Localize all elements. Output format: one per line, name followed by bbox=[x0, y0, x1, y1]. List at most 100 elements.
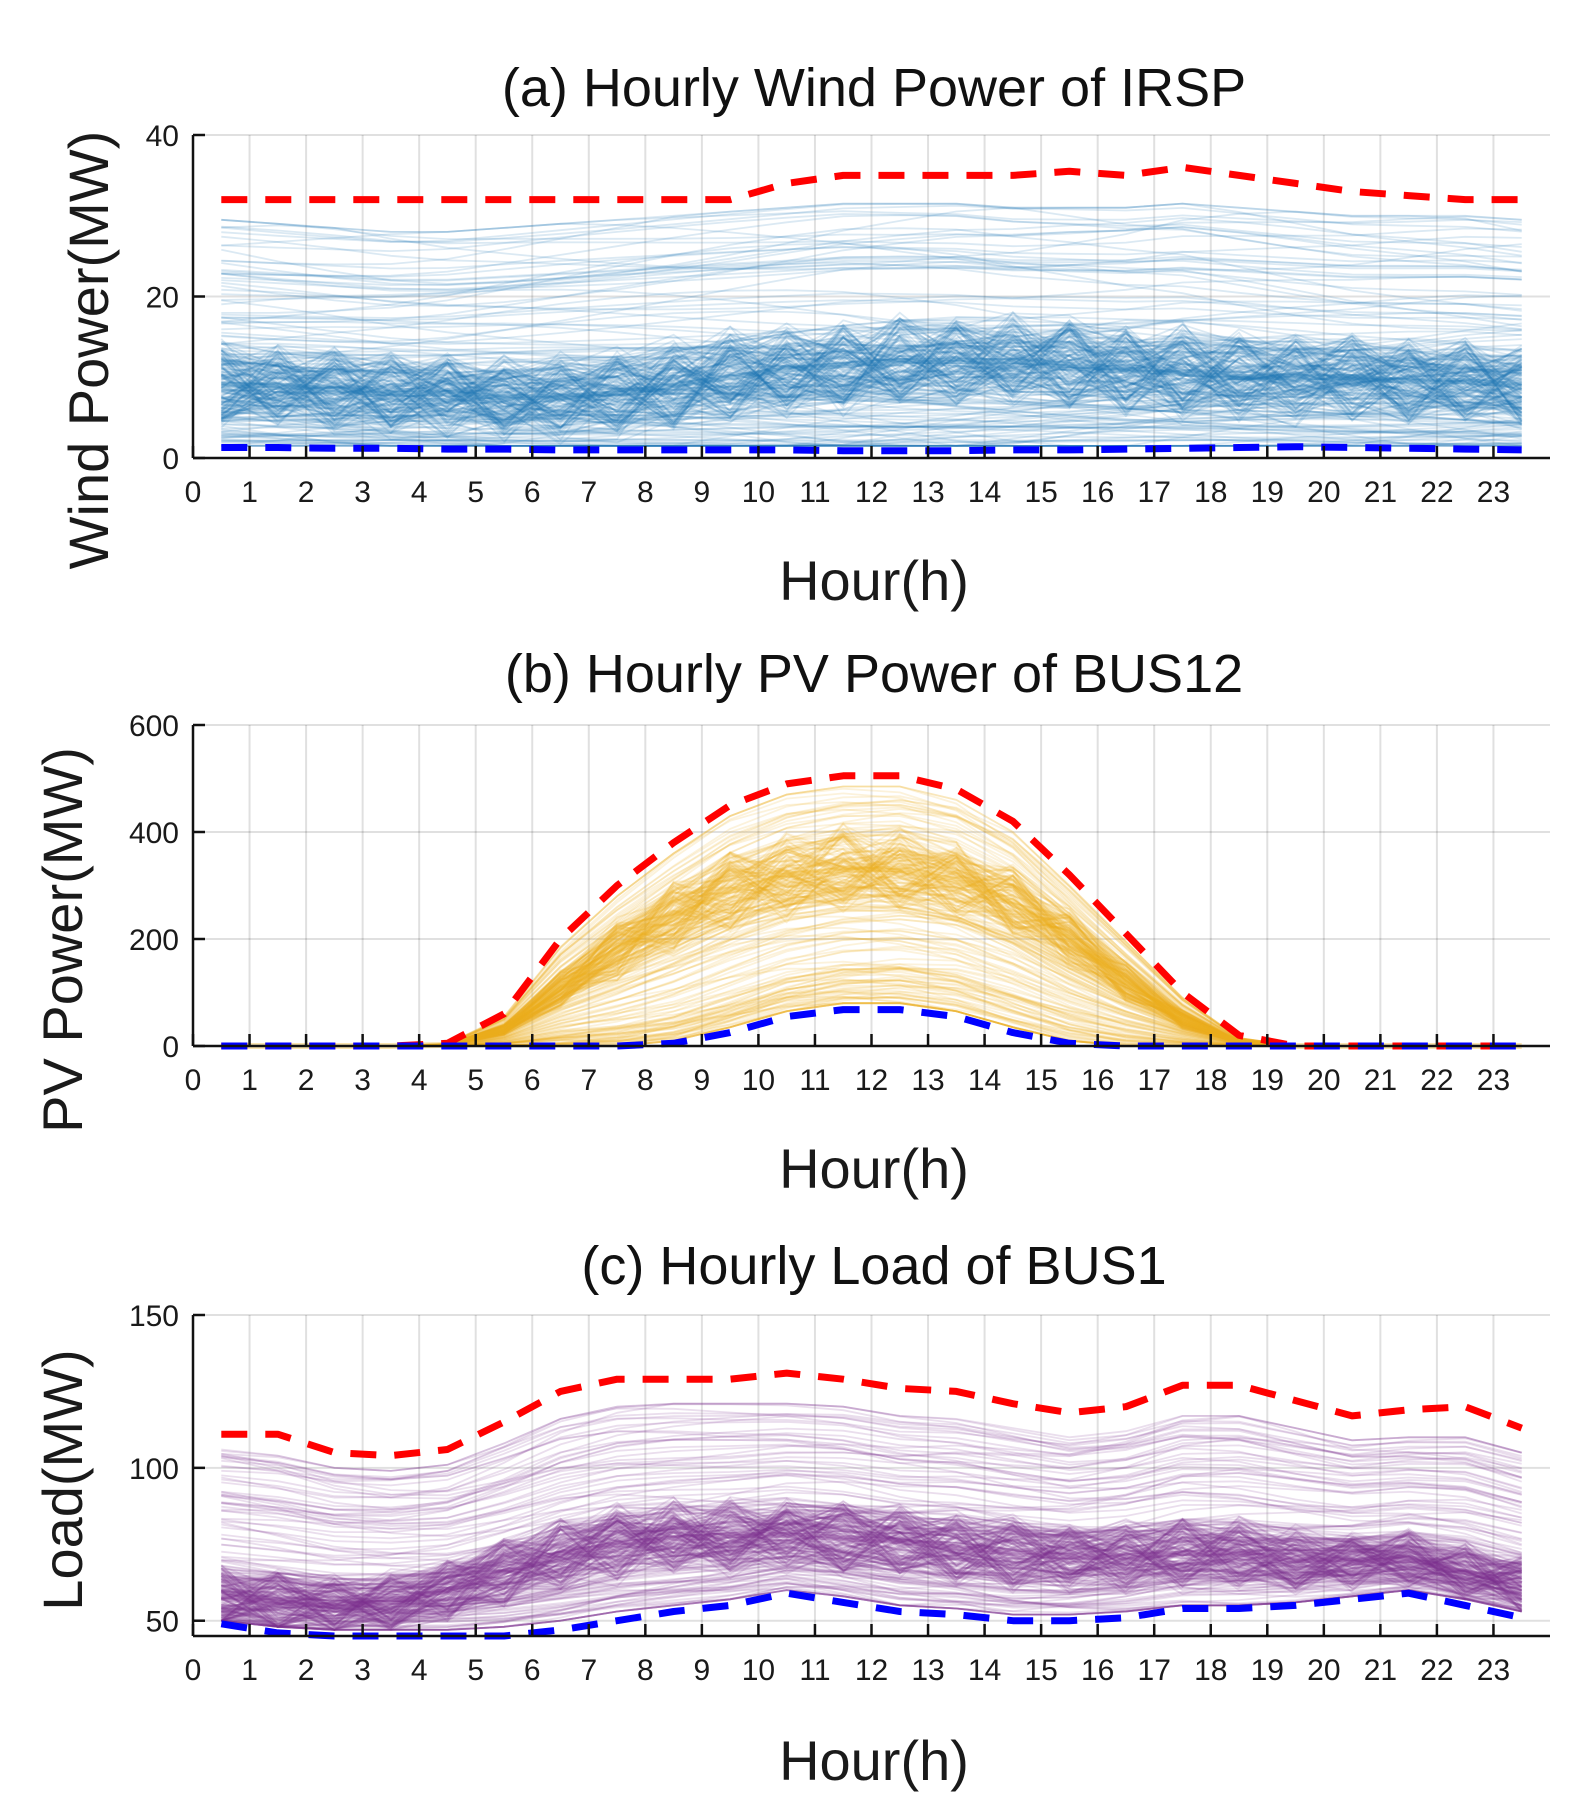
scenario-line bbox=[221, 1539, 1522, 1588]
scenario-line bbox=[221, 1562, 1522, 1622]
scenario-line bbox=[221, 1511, 1522, 1581]
scenario-line bbox=[220, 1517, 1522, 1621]
scenario-line bbox=[221, 1493, 1522, 1555]
scenario-line bbox=[221, 1512, 1523, 1628]
scenario-line bbox=[221, 334, 1522, 434]
scenario-line bbox=[221, 404, 1522, 423]
scenario-line bbox=[220, 1520, 1523, 1622]
x-tick-label: 9 bbox=[694, 1064, 711, 1097]
scenario-line bbox=[221, 323, 1522, 424]
x-tick-label: 21 bbox=[1364, 1654, 1397, 1687]
scenario-line bbox=[221, 1438, 1522, 1519]
scenario-line bbox=[220, 1514, 1523, 1626]
x-tick-label: 20 bbox=[1307, 476, 1340, 509]
scenario-line bbox=[221, 217, 1522, 287]
x-tick-label: 17 bbox=[1138, 1654, 1171, 1687]
x-tick-label: 18 bbox=[1194, 1654, 1227, 1687]
scenario-line bbox=[221, 395, 1522, 447]
scenario-line bbox=[221, 1505, 1522, 1624]
scenario-line bbox=[221, 263, 1522, 287]
scenario-line bbox=[220, 1512, 1522, 1628]
x-tick-label: 16 bbox=[1081, 476, 1114, 509]
x-tick-label: 11 bbox=[799, 1654, 830, 1687]
scenario-line bbox=[220, 336, 1523, 422]
scenario-line bbox=[221, 225, 1522, 307]
scenario-line bbox=[220, 325, 1523, 418]
scenario-line bbox=[220, 1510, 1522, 1628]
scenario-line bbox=[221, 327, 1523, 430]
scenario-line bbox=[221, 1414, 1522, 1500]
scenario-line bbox=[221, 1472, 1522, 1533]
scenario-line bbox=[221, 1517, 1522, 1612]
scenario-line bbox=[221, 346, 1522, 381]
scenario-line bbox=[221, 441, 1522, 447]
x-tick-label: 6 bbox=[524, 1654, 541, 1687]
scenario-line bbox=[221, 334, 1523, 428]
x-tick-label: 20 bbox=[1307, 1654, 1340, 1687]
scenario-line bbox=[221, 1496, 1522, 1600]
scenario-line bbox=[221, 335, 1522, 429]
scenario-line bbox=[221, 1569, 1522, 1631]
scenario-line bbox=[221, 346, 1522, 407]
scenario-line bbox=[221, 391, 1522, 434]
scenario-line bbox=[221, 364, 1522, 374]
x-tick-label: 1 bbox=[241, 476, 258, 509]
x-tick-label: 9 bbox=[694, 476, 711, 509]
scenario-line bbox=[220, 338, 1523, 423]
scenario-line bbox=[221, 323, 1523, 427]
scenario-line bbox=[221, 214, 1522, 277]
scenario-line bbox=[220, 318, 1522, 444]
scenario-line bbox=[220, 1505, 1522, 1622]
scenario-line bbox=[220, 1513, 1523, 1621]
scenario-line bbox=[221, 210, 1522, 270]
scenario-line bbox=[221, 412, 1522, 438]
scenario-line bbox=[221, 1567, 1522, 1628]
scenario-line bbox=[221, 1554, 1522, 1602]
scenario-line bbox=[220, 338, 1523, 440]
scenario-line bbox=[220, 333, 1523, 408]
scenario-line bbox=[221, 1524, 1522, 1611]
scenario-line bbox=[221, 1502, 1522, 1622]
scenario-line bbox=[221, 1436, 1522, 1510]
scenario-line bbox=[221, 1577, 1522, 1620]
scenario-line bbox=[220, 331, 1523, 420]
scenario-line bbox=[221, 242, 1522, 332]
scenario-line bbox=[221, 1575, 1522, 1631]
scenario-line bbox=[220, 344, 1523, 422]
scenario-line bbox=[220, 1517, 1523, 1629]
scenario-line bbox=[220, 1514, 1523, 1631]
panel-c-bounds bbox=[220, 1369, 1523, 1640]
scenario-line bbox=[220, 1520, 1522, 1623]
scenario-line bbox=[221, 329, 1523, 433]
scenario-line bbox=[221, 1511, 1523, 1607]
scenario-line bbox=[221, 344, 1522, 357]
scenario-line bbox=[221, 425, 1522, 437]
scenario-line bbox=[221, 1541, 1522, 1581]
scenario-line bbox=[221, 1574, 1522, 1631]
scenario-line bbox=[221, 1538, 1522, 1620]
y-tick-label: 40 bbox=[146, 120, 179, 153]
x-tick-label: 2 bbox=[298, 1654, 315, 1687]
scenario-line bbox=[221, 1519, 1522, 1615]
scenario-line bbox=[221, 1499, 1523, 1617]
scenario-line bbox=[221, 288, 1522, 354]
scenario-line bbox=[220, 352, 1523, 413]
x-tick-label: 18 bbox=[1194, 1064, 1227, 1097]
scenario-line bbox=[221, 1586, 1522, 1628]
scenario-line bbox=[221, 1555, 1522, 1592]
scenario-line bbox=[220, 337, 1522, 429]
scenario-line bbox=[221, 327, 1523, 425]
scenario-line bbox=[220, 340, 1523, 432]
scenario-line bbox=[221, 288, 1522, 334]
scenario-line bbox=[220, 1509, 1523, 1628]
scenario-line bbox=[221, 328, 1522, 433]
scenario-line bbox=[220, 1509, 1522, 1627]
scenario-line bbox=[220, 1514, 1522, 1624]
scenario-line bbox=[221, 1485, 1522, 1527]
scenario-line bbox=[221, 1513, 1523, 1628]
scenario-line bbox=[221, 310, 1522, 384]
scenario-line bbox=[221, 1407, 1522, 1472]
scenario-line bbox=[220, 1520, 1523, 1622]
scenario-line bbox=[221, 1587, 1522, 1616]
scenario-line bbox=[221, 335, 1523, 428]
